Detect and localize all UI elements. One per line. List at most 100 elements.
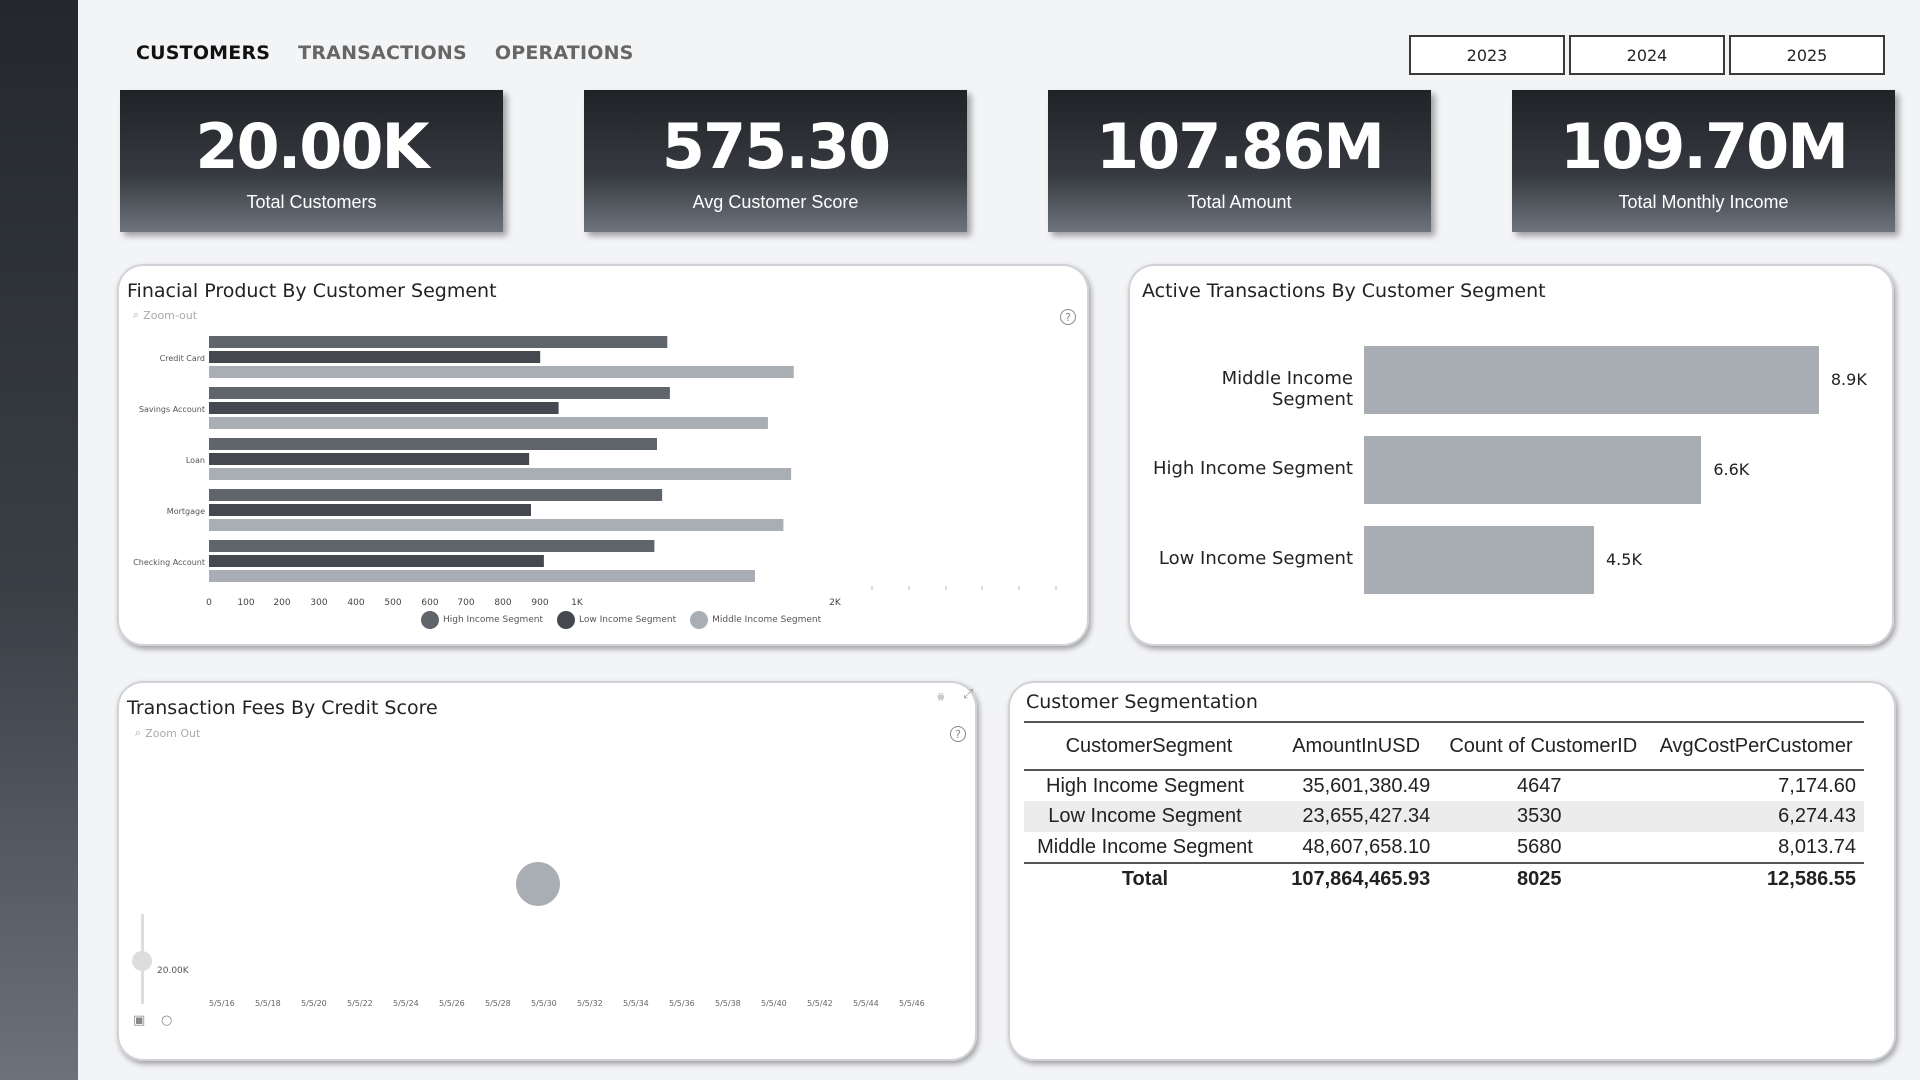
tab-customers[interactable]: CUSTOMERS xyxy=(136,42,271,64)
help-icon[interactable]: ? xyxy=(1060,309,1076,325)
category-label: Savings Account xyxy=(139,405,205,414)
bar-high-income-segment[interactable] xyxy=(209,540,655,552)
card-title: Finacial Product By Customer Segment xyxy=(127,280,497,302)
column-header[interactable]: AvgCostPerCustomer xyxy=(1648,721,1864,771)
bar-low-income-segment[interactable] xyxy=(209,555,544,567)
x-tick-label: 5/5/46 xyxy=(899,999,925,1008)
column-header[interactable]: Count of CustomerID xyxy=(1438,721,1649,771)
table-cell: Low Income Segment xyxy=(1024,801,1274,832)
help-icon[interactable]: ? xyxy=(950,726,966,742)
filter-icon[interactable]: ⩷ xyxy=(937,689,945,704)
bar-low-income-segment[interactable] xyxy=(209,453,530,465)
bar-middle-income-segment[interactable] xyxy=(209,570,756,582)
slider-handle[interactable] xyxy=(132,951,152,971)
slider-label: 20.00K xyxy=(157,966,189,976)
zoom-out-button[interactable]: ⌕ Zoom Out xyxy=(135,726,200,740)
bar-low-income-segment[interactable] xyxy=(209,351,541,363)
segmentation-table: CustomerSegment AmountInUSD Count of Cus… xyxy=(1024,721,1864,894)
bar-middle-income-segment[interactable] xyxy=(1364,346,1819,414)
kpi-label: Avg Customer Score xyxy=(692,192,859,212)
x-tick-label: 5/5/28 xyxy=(485,999,511,1008)
kpi-label: Total Amount xyxy=(1187,192,1292,212)
kpi-label: Total Monthly Income xyxy=(1618,192,1789,212)
x-tick-label: 900 xyxy=(531,598,548,608)
year-button-2023[interactable]: 2023 xyxy=(1409,35,1565,75)
table-cell: 3530 xyxy=(1438,801,1649,832)
legend-dot xyxy=(690,611,709,629)
bar-middle-income-segment[interactable] xyxy=(209,366,794,378)
zoom-out-button[interactable]: ⌕ Zoom-out xyxy=(133,308,197,322)
x-tick-label: 500 xyxy=(384,598,401,608)
table-cell: Total xyxy=(1024,862,1274,894)
bar-middle-income-segment[interactable] xyxy=(209,417,768,429)
x-tick-label: 800 xyxy=(494,598,511,608)
kpi-card-total-customers: 20.00K Total Customers xyxy=(120,90,503,232)
x-tick-label: 5/5/24 xyxy=(393,999,419,1008)
bar-high-income-segment[interactable] xyxy=(209,489,663,501)
x-tick-label: 5/5/40 xyxy=(761,999,787,1008)
table-cell: 12,586.55 xyxy=(1648,862,1864,894)
x-tick-label: 1K xyxy=(571,598,584,608)
bar-low-income-segment[interactable] xyxy=(209,402,559,414)
data-label: 4.5K xyxy=(1606,550,1642,569)
bar-high-income-segment[interactable] xyxy=(209,438,657,450)
x-tick-label: 100 xyxy=(237,598,254,608)
tab-operations[interactable]: OPERATIONS xyxy=(494,42,634,64)
tab-transactions[interactable]: TRANSACTIONS xyxy=(298,42,467,64)
bar-high-income-segment[interactable] xyxy=(1364,436,1702,504)
x-tick-label: 5/5/26 xyxy=(439,999,465,1008)
bar-middle-income-segment[interactable] xyxy=(209,468,792,480)
table-row[interactable]: Low Income Segment 23,655,427.34 3530 6,… xyxy=(1024,801,1864,832)
year-button-2025[interactable]: 2025 xyxy=(1729,35,1885,75)
comment-icon[interactable]: ○ xyxy=(161,1013,173,1028)
x-tick-label: 5/5/16 xyxy=(209,999,235,1008)
category-label: Low Income Segment xyxy=(1158,548,1353,569)
legend-label: High Income Segment xyxy=(443,615,544,625)
scatter-point[interactable] xyxy=(516,862,560,906)
zoom-icon: ⌕ xyxy=(133,308,140,321)
bar-low-income-segment[interactable] xyxy=(209,504,531,516)
bar-high-income-segment[interactable] xyxy=(209,336,668,348)
x-tick-label: 700 xyxy=(457,598,474,608)
column-header[interactable]: AmountInUSD xyxy=(1273,721,1439,771)
card-title: Customer Segmentation xyxy=(1026,691,1258,713)
kpi-card-avg-score: 575.30 Avg Customer Score xyxy=(584,90,967,232)
legend-item-low[interactable]: Low Income Segment xyxy=(557,611,676,629)
table-cell: 107,864,465.93 xyxy=(1273,862,1439,894)
page-nav: CUSTOMERS TRANSACTIONS OPERATIONS xyxy=(136,42,634,64)
left-sidebar xyxy=(0,0,78,1080)
legend-dot xyxy=(557,611,576,629)
category-label: Mortgage xyxy=(167,507,205,516)
table-cell: 8,013.74 xyxy=(1778,835,1856,858)
legend-label: Low Income Segment xyxy=(579,615,677,625)
x-tick-label: 600 xyxy=(421,598,438,608)
year-slicer: 2023 2024 2025 xyxy=(1409,35,1885,75)
data-label: 6.6K xyxy=(1713,460,1750,479)
legend-label: Middle Income Segment xyxy=(712,615,822,625)
bar-high-income-segment[interactable] xyxy=(209,387,670,399)
kpi-card-total-amount: 107.86M Total Amount xyxy=(1048,90,1431,232)
x-tick-label: 5/5/34 xyxy=(623,999,649,1008)
bar-middle-income-segment[interactable] xyxy=(209,519,784,531)
column-header[interactable]: CustomerSegment xyxy=(1024,721,1274,771)
image-icon[interactable]: ▣ xyxy=(133,1013,146,1028)
x-tick-label: 5/5/36 xyxy=(669,999,695,1008)
year-button-2024[interactable]: 2024 xyxy=(1569,35,1725,75)
x-tick-label: 5/5/44 xyxy=(853,999,879,1008)
table-row[interactable]: High Income Segment 35,601,380.49 4647 7… xyxy=(1024,770,1864,801)
table-row[interactable]: Middle Income Segment 48,607,658.10 5680… xyxy=(1024,832,1864,863)
x-tick-label: 400 xyxy=(347,598,364,608)
x-tick-label: 5/5/30 xyxy=(531,999,557,1008)
kpi-label: Total Customers xyxy=(246,192,377,212)
legend-item-middle[interactable]: Middle Income Segment xyxy=(690,611,821,629)
bar-low-income-segment[interactable] xyxy=(1364,526,1594,594)
category-label: High Income Segment xyxy=(1152,458,1353,479)
chart-legend: High Income Segment Low Income Segment M… xyxy=(421,611,821,629)
kpi-value: 575.30 xyxy=(661,110,891,183)
focus-mode-icon[interactable]: ⤢ xyxy=(963,687,974,702)
zoom-icon: ⌕ xyxy=(135,726,142,739)
product-chart-card: Finacial Product By Customer Segment ⌕ Z… xyxy=(117,264,1089,646)
legend-item-high[interactable]: High Income Segment xyxy=(421,611,543,629)
x-tick-label: 5/5/18 xyxy=(255,999,281,1008)
x-tick-label: 5/5/42 xyxy=(807,999,833,1008)
